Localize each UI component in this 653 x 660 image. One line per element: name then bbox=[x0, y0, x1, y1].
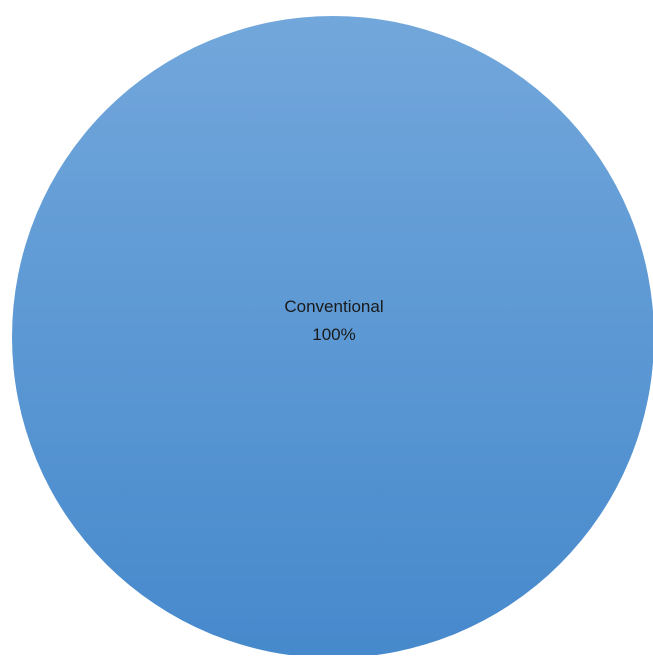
slice-label-percent: 100% bbox=[312, 325, 355, 344]
slice-label-category: Conventional bbox=[284, 297, 383, 316]
pie-data-labels: Conventional 100% bbox=[284, 297, 383, 344]
pie-slice-conventional bbox=[12, 16, 653, 658]
pie-slices bbox=[12, 16, 653, 658]
